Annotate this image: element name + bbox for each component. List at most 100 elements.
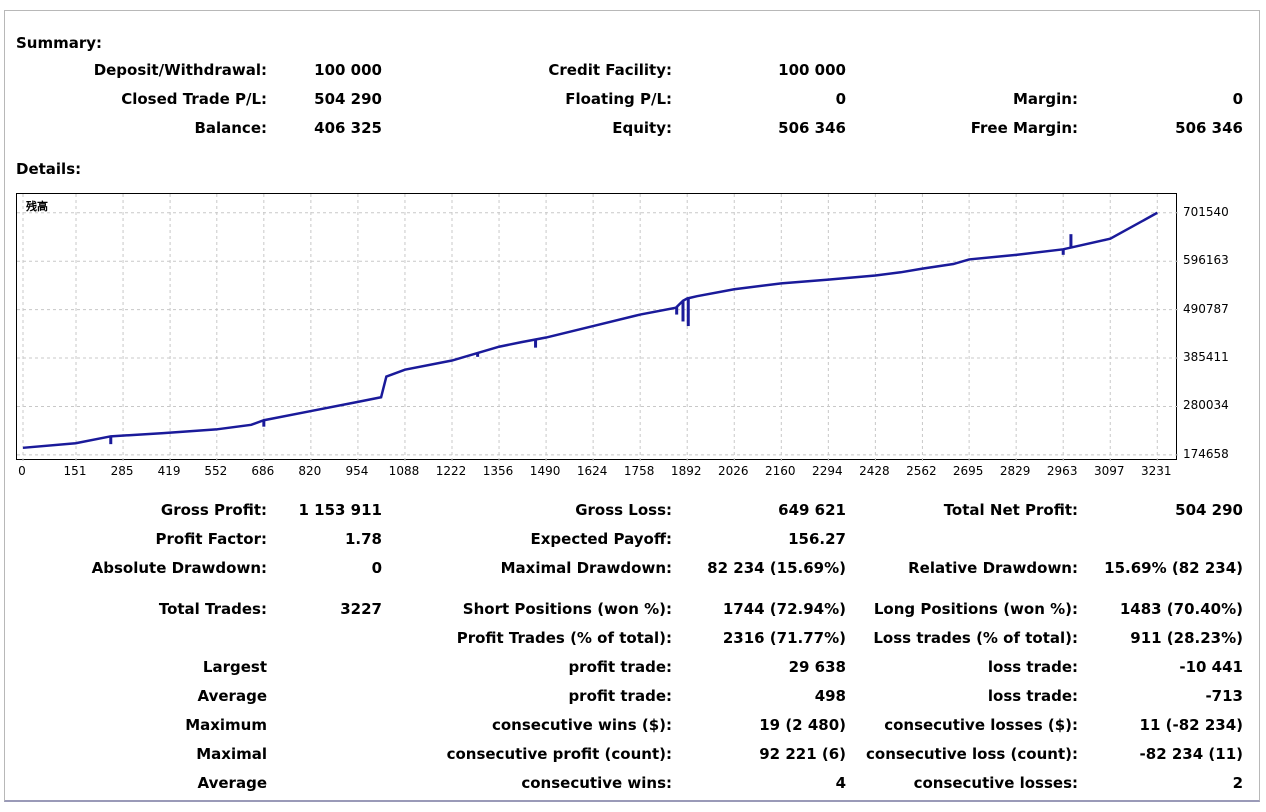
stats-label: consecutive losses ($): bbox=[884, 716, 1078, 734]
chart-canvas bbox=[17, 194, 1178, 461]
stats-label: Long Positions (won %): bbox=[873, 600, 1078, 618]
stats-label: Maximal bbox=[196, 745, 267, 763]
stats-label: Short Positions (won %): bbox=[462, 600, 672, 618]
summary-value: 406 325 bbox=[314, 119, 382, 137]
stats-label: profit trade: bbox=[568, 658, 672, 676]
stats-value: 1.78 bbox=[344, 530, 382, 548]
y-tick-label: 701540 bbox=[1183, 204, 1229, 219]
x-tick-label: 2160 bbox=[765, 464, 796, 478]
stats-value: -713 bbox=[1205, 687, 1243, 705]
stats-label: Average bbox=[197, 687, 267, 705]
x-tick-label: 285 bbox=[110, 464, 134, 478]
details-title: Details: bbox=[16, 160, 82, 178]
stats-value: 2316 (71.77%) bbox=[722, 629, 846, 647]
stats-value: 1744 (72.94%) bbox=[722, 600, 846, 618]
summary-value: 100 000 bbox=[778, 61, 846, 79]
x-tick-label: 2026 bbox=[717, 464, 749, 478]
stats-label: Total Trades: bbox=[158, 600, 267, 618]
stats-value: 92 221 (6) bbox=[759, 745, 846, 763]
stats-label: Relative Drawdown: bbox=[908, 559, 1078, 577]
summary-label: Closed Trade P/L: bbox=[121, 90, 267, 108]
stats-value: -82 234 (11) bbox=[1139, 745, 1243, 763]
y-tick-label: 174658 bbox=[1183, 446, 1229, 461]
x-tick-label: 2963 bbox=[1046, 464, 1078, 478]
x-tick-label: 1490 bbox=[529, 464, 561, 478]
x-tick-label: 1356 bbox=[482, 464, 514, 478]
stats-label: consecutive loss (count): bbox=[866, 745, 1078, 763]
stats-value: 19 (2 480) bbox=[759, 716, 846, 734]
stats-value: 0 bbox=[371, 559, 382, 577]
x-tick-label: 3097 bbox=[1093, 464, 1125, 478]
stats-value: 504 290 bbox=[1175, 501, 1243, 519]
x-tick-label: 1892 bbox=[670, 464, 702, 478]
stats-value: 649 621 bbox=[778, 501, 846, 519]
stats-label: Total Net Profit: bbox=[943, 501, 1078, 519]
stats-value: 2 bbox=[1232, 774, 1243, 792]
summary-label: Floating P/L: bbox=[565, 90, 672, 108]
y-tick-label: 490787 bbox=[1183, 301, 1229, 316]
x-tick-label: 2695 bbox=[952, 464, 984, 478]
stats-value: 15.69% (82 234) bbox=[1104, 559, 1243, 577]
summary-value: 0 bbox=[835, 90, 846, 108]
stats-label: Expected Payoff: bbox=[530, 530, 672, 548]
x-tick-label: 2829 bbox=[999, 464, 1031, 478]
x-tick-label: 1222 bbox=[435, 464, 467, 478]
x-tick-label: 2562 bbox=[906, 464, 937, 478]
summary-label: Equity: bbox=[612, 119, 672, 137]
stats-value: 11 (-82 234) bbox=[1139, 716, 1243, 734]
x-tick-label: 419 bbox=[157, 464, 181, 478]
y-tick-label: 596163 bbox=[1183, 253, 1229, 268]
stats-label: Profit Factor: bbox=[155, 530, 267, 548]
stats-value: 82 234 (15.69%) bbox=[707, 559, 846, 577]
x-tick-label: 686 bbox=[251, 464, 275, 478]
stats-label: loss trade: bbox=[987, 687, 1078, 705]
stats-label: profit trade: bbox=[568, 687, 672, 705]
y-tick-label: 385411 bbox=[1183, 350, 1229, 365]
x-tick-label: 1624 bbox=[576, 464, 608, 478]
x-tick-label: 552 bbox=[204, 464, 228, 478]
x-tick-label: 0 bbox=[18, 464, 26, 478]
stats-label: Maximal Drawdown: bbox=[500, 559, 672, 577]
stats-label: consecutive wins ($): bbox=[491, 716, 672, 734]
x-tick-label: 151 bbox=[63, 464, 87, 478]
stats-label: Loss trades (% of total): bbox=[873, 629, 1078, 647]
stats-label: Gross Profit: bbox=[160, 501, 267, 519]
stats-value: 3227 bbox=[340, 600, 382, 618]
summary-value: 506 346 bbox=[778, 119, 846, 137]
report-frame bbox=[4, 10, 1260, 802]
summary-label: Free Margin: bbox=[970, 119, 1078, 137]
x-tick-label: 2428 bbox=[859, 464, 890, 478]
x-tick-label: 3231 bbox=[1141, 464, 1172, 478]
chart-tag: 残高 bbox=[26, 200, 48, 213]
stats-label: Maximum bbox=[185, 716, 267, 734]
x-tick-label: 820 bbox=[298, 464, 322, 478]
stats-value: 156.27 bbox=[788, 530, 846, 548]
stats-label: Average bbox=[197, 774, 267, 792]
y-tick-label: 280034 bbox=[1183, 398, 1229, 413]
summary-label: Deposit/Withdrawal: bbox=[93, 61, 267, 79]
stats-label: consecutive wins: bbox=[521, 774, 672, 792]
stats-value: 4 bbox=[835, 774, 846, 792]
stats-label: consecutive profit (count): bbox=[446, 745, 672, 763]
x-tick-label: 1088 bbox=[388, 464, 420, 478]
summary-label: Margin: bbox=[1012, 90, 1078, 108]
stats-label: Profit Trades (% of total): bbox=[456, 629, 672, 647]
stats-value: 1483 (70.40%) bbox=[1119, 600, 1243, 618]
x-tick-label: 954 bbox=[345, 464, 369, 478]
stats-value: 1 153 911 bbox=[298, 501, 382, 519]
stats-label: consecutive losses: bbox=[913, 774, 1078, 792]
stats-label: Gross Loss: bbox=[575, 501, 672, 519]
x-tick-label: 2294 bbox=[812, 464, 843, 478]
balance-series-line bbox=[22, 211, 1158, 450]
summary-value: 100 000 bbox=[314, 61, 382, 79]
x-tick-label: 1758 bbox=[623, 464, 655, 478]
stats-label: Absolute Drawdown: bbox=[91, 559, 267, 577]
stats-value: 911 (28.23%) bbox=[1130, 629, 1243, 647]
stats-label: loss trade: bbox=[987, 658, 1078, 676]
summary-value: 0 bbox=[1232, 90, 1243, 108]
summary-title: Summary: bbox=[16, 34, 103, 52]
summary-label: Balance: bbox=[194, 119, 267, 137]
stats-value: 498 bbox=[814, 687, 846, 705]
summary-value: 506 346 bbox=[1175, 119, 1243, 137]
summary-value: 504 290 bbox=[314, 90, 382, 108]
